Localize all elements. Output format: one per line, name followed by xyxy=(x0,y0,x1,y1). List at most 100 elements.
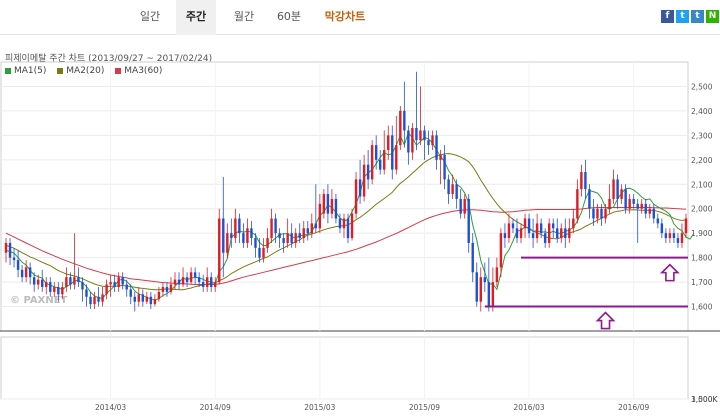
candle-body xyxy=(612,179,615,199)
candle-body xyxy=(342,218,346,229)
candle-body xyxy=(370,145,374,180)
candle-body xyxy=(201,282,205,287)
candle-body xyxy=(193,272,197,278)
candle-body xyxy=(286,233,289,243)
candle-body xyxy=(676,238,680,243)
candle-body xyxy=(205,277,209,287)
candle-body xyxy=(451,184,454,195)
candle-body xyxy=(338,218,342,229)
legend-ma1: MA1(5) xyxy=(5,66,46,76)
candle-body xyxy=(266,238,269,248)
period-tabs: 일간 주간 월간 60분 막강차트 f t t N xyxy=(0,0,720,35)
candle-body xyxy=(640,203,643,209)
candle-body xyxy=(12,257,16,261)
candle-body xyxy=(668,233,672,239)
ma3-line xyxy=(5,207,687,285)
candle-body xyxy=(197,277,201,283)
candle-body xyxy=(539,223,543,234)
candle-body xyxy=(403,110,406,131)
up-arrow-icon xyxy=(659,263,680,282)
candle-body xyxy=(535,223,539,239)
legend-swatch xyxy=(57,68,64,74)
legend-label: MA3(60) xyxy=(124,66,163,76)
candle-body xyxy=(310,223,314,234)
candle-body xyxy=(274,218,277,234)
tab-powerful-chart[interactable]: 막강차트 xyxy=(324,10,366,23)
tab-weekly[interactable]: 주간 xyxy=(176,0,216,35)
candle-body xyxy=(407,130,410,153)
candle-body xyxy=(322,194,326,214)
candle-body xyxy=(24,267,28,278)
candle-body xyxy=(314,223,318,229)
twitter-icon[interactable]: t xyxy=(676,10,689,23)
tab-60min[interactable]: 60분 xyxy=(276,10,302,23)
candle-body xyxy=(463,198,466,214)
candle-body xyxy=(346,218,350,239)
price-tick-label: 1,700 xyxy=(691,278,713,287)
candle-body xyxy=(387,135,390,151)
candle-body xyxy=(515,228,519,239)
candle-body xyxy=(57,286,60,295)
volume-tick-label: 1,500K xyxy=(691,395,718,404)
tab-monthly[interactable]: 월간 xyxy=(233,10,255,23)
candle-body xyxy=(157,291,161,300)
candle-body xyxy=(105,284,108,295)
date-tick-label: 2015/09 xyxy=(409,403,440,412)
candle-body xyxy=(636,203,639,209)
candle-body xyxy=(580,172,583,190)
paxnet-watermark: © PAXNET xyxy=(10,295,68,306)
candle-body xyxy=(222,218,225,253)
candle-body xyxy=(672,233,676,239)
candle-body xyxy=(459,198,462,214)
facebook-icon[interactable]: f xyxy=(661,10,674,23)
tab-daily[interactable]: 일간 xyxy=(139,10,161,23)
candle-body xyxy=(443,154,446,180)
candle-body xyxy=(374,145,378,160)
candle-body xyxy=(495,267,499,283)
candle-body xyxy=(620,189,623,199)
price-tick-label: 2,400 xyxy=(691,107,713,116)
legend-ma2: MA2(20) xyxy=(57,66,104,76)
candle-body xyxy=(32,277,36,285)
candle-body xyxy=(137,294,140,302)
candle-body xyxy=(230,233,233,239)
candle-body xyxy=(97,296,100,302)
candle-body xyxy=(73,277,76,285)
candle-body xyxy=(93,296,96,305)
candle-body xyxy=(656,218,660,224)
candle-body xyxy=(455,184,458,199)
candle-body xyxy=(125,284,128,290)
price-tick-label: 2,100 xyxy=(691,180,713,189)
candle-body xyxy=(173,279,177,285)
candle-body xyxy=(652,208,656,219)
candle-body xyxy=(250,228,253,239)
candle-body xyxy=(145,296,149,302)
candle-body xyxy=(568,228,571,239)
candle-body xyxy=(471,242,474,273)
candle-body xyxy=(507,223,511,239)
naver-icon[interactable]: N xyxy=(706,10,719,23)
candle-body xyxy=(366,164,370,180)
volume-plot-frame xyxy=(0,336,689,400)
candle-body xyxy=(181,277,185,285)
candle-body xyxy=(121,277,124,285)
legend-label: MA2(20) xyxy=(66,66,105,76)
candle-body xyxy=(588,189,591,209)
candle-body xyxy=(531,233,535,239)
candle-body xyxy=(483,277,487,283)
date-tick-label: 2016/03 xyxy=(513,403,544,412)
candle-body xyxy=(576,189,579,219)
candle-body xyxy=(169,284,173,292)
candle-body xyxy=(499,233,503,268)
candle-body xyxy=(592,208,595,219)
candle-body xyxy=(680,233,684,243)
legend-ma3: MA3(60) xyxy=(115,66,162,76)
price-tick-label: 2,200 xyxy=(691,156,713,165)
candle-body xyxy=(270,218,273,239)
candle-body xyxy=(8,242,12,258)
candle-body xyxy=(298,233,301,239)
candle-body xyxy=(69,277,72,285)
candle-body xyxy=(527,218,531,234)
tistory-icon[interactable]: t xyxy=(691,10,704,23)
candle-body xyxy=(133,296,136,302)
